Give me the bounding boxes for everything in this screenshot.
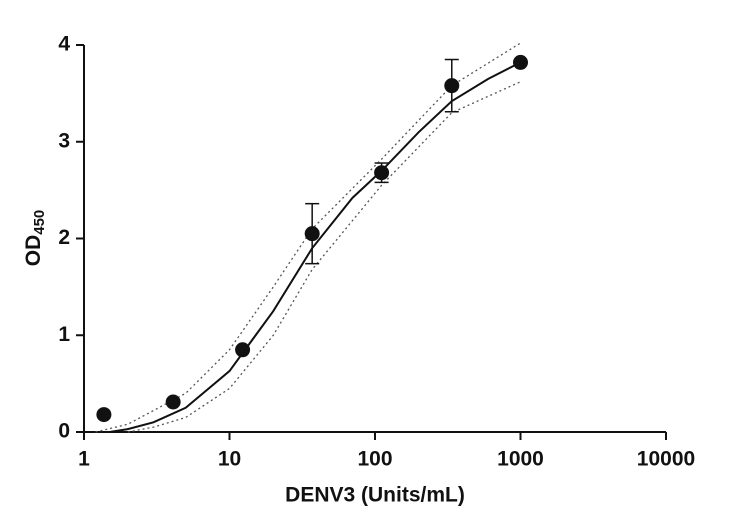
fit-curve xyxy=(109,61,521,433)
data-point xyxy=(165,394,181,410)
data-point xyxy=(304,226,320,242)
confidence-band xyxy=(95,42,521,433)
x-axis-label: DENV3 (Units/mL) xyxy=(285,484,465,507)
x-tick-label: 1000 xyxy=(497,448,544,471)
x-tick-label: 100 xyxy=(357,448,392,471)
y-axis-label-main: OD xyxy=(22,235,45,267)
data-point xyxy=(444,78,460,94)
y-axis-label-sub: 450 xyxy=(31,210,48,235)
data-point xyxy=(235,342,251,358)
y-axis-label: OD450 xyxy=(22,210,48,267)
x-tick-label: 10 xyxy=(218,448,241,471)
y-tick-label: 1 xyxy=(58,323,70,346)
y-tick-label: 2 xyxy=(58,226,70,249)
x-tick-label: 10000 xyxy=(637,448,695,471)
x-tick-label: 1 xyxy=(78,448,90,471)
confidence-band xyxy=(127,81,521,433)
y-tick-label: 0 xyxy=(58,420,70,443)
data-point xyxy=(96,407,112,423)
data-point xyxy=(374,165,390,181)
y-tick-label: 4 xyxy=(58,33,70,56)
data-point xyxy=(513,54,528,70)
y-tick-label: 3 xyxy=(58,129,70,152)
